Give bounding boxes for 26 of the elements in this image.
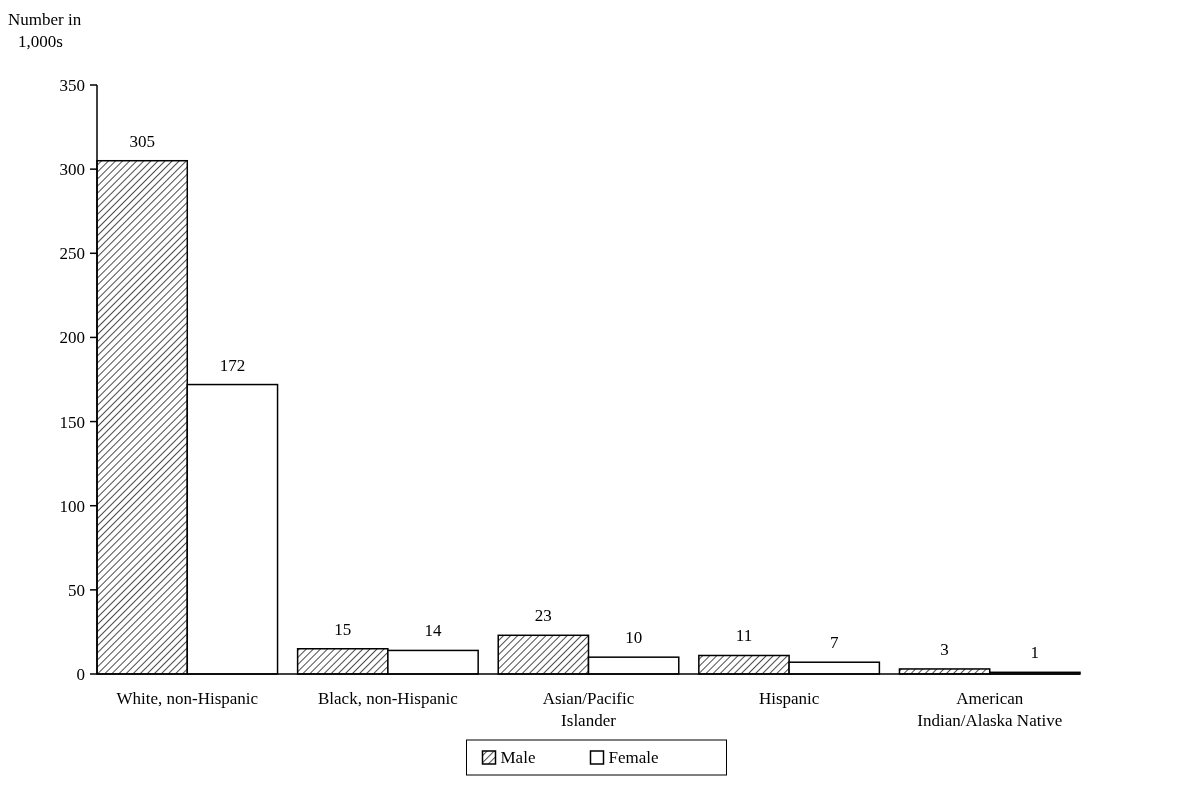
- y-tick-label: 250: [59, 244, 85, 264]
- data-label: 172: [219, 355, 246, 375]
- y-tick-label: 100: [59, 496, 85, 516]
- data-label: 23: [534, 606, 552, 626]
- y-tick-label: 0: [76, 664, 85, 684]
- y-axis-title: Number in 1,000s: [8, 10, 82, 51]
- y-tick-label: 50: [68, 580, 85, 600]
- data-label: 11: [735, 626, 753, 646]
- data-label: 10: [625, 628, 643, 648]
- data-label: 15: [334, 619, 352, 639]
- y-tick-label: 150: [59, 412, 85, 432]
- data-label: 1: [1030, 643, 1040, 663]
- data-label: 7: [830, 633, 839, 653]
- y-tick-label: 300: [59, 160, 85, 180]
- x-tick-label: Asian/Pacific Islander: [542, 689, 635, 730]
- data-label: 305: [129, 131, 155, 151]
- x-tick-label: White, non-Hispanic: [116, 689, 259, 708]
- x-tick-label: Hispanic: [758, 689, 820, 708]
- data-label: 14: [424, 621, 443, 641]
- y-tick-label: 200: [59, 328, 85, 348]
- data-label: 3: [940, 639, 949, 659]
- x-tick-label: American Indian/Alaska Native: [917, 689, 1063, 730]
- y-tick-label: 350: [59, 75, 85, 95]
- legend-label: Male: [500, 748, 536, 767]
- legend-label: Female: [608, 748, 659, 767]
- x-tick-label: Black, non-Hispanic: [318, 689, 459, 708]
